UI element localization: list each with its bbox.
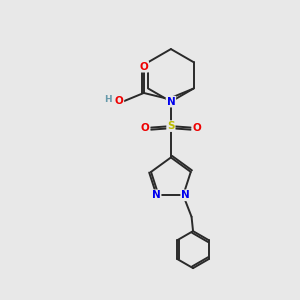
Text: H: H — [104, 95, 112, 104]
Text: N: N — [181, 190, 190, 200]
Text: N: N — [167, 97, 175, 106]
Text: O: O — [115, 96, 123, 106]
Text: O: O — [140, 62, 148, 72]
Text: N: N — [152, 190, 161, 200]
Text: O: O — [192, 123, 201, 133]
Text: S: S — [167, 121, 175, 131]
Text: O: O — [141, 123, 150, 133]
